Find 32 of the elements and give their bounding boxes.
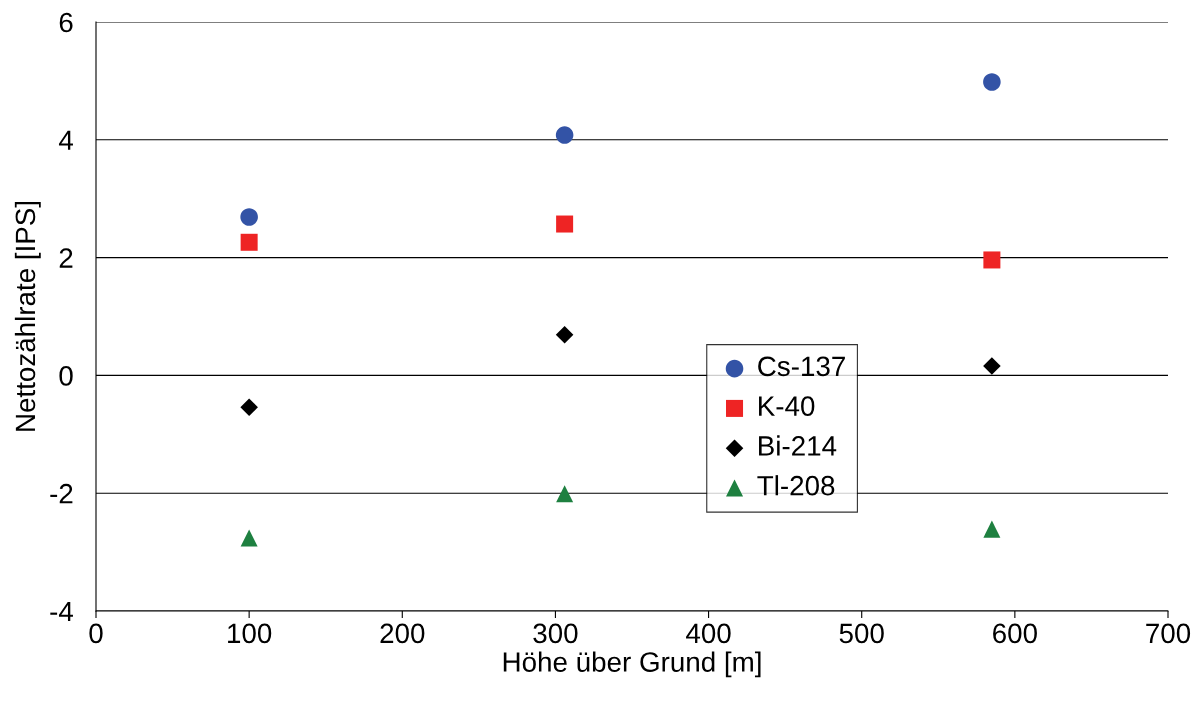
x-axis-title: Höhe über Grund [m]	[503, 651, 761, 678]
x-tick-label: 500	[839, 623, 884, 644]
y-tick-label: 4	[58, 130, 73, 150]
y-tick-label: 2	[59, 248, 73, 268]
x-tick-label: 400	[686, 623, 731, 644]
legend-label: Bi-214	[759, 435, 837, 456]
y-tick-label: -4	[50, 601, 73, 622]
point	[556, 485, 574, 503]
point	[240, 398, 258, 416]
point	[555, 126, 574, 144]
legend-label: Tl-208	[757, 475, 835, 496]
x-tick-label: 0	[89, 623, 103, 644]
point	[240, 233, 258, 251]
x-tick-label: 700	[1146, 623, 1191, 644]
point	[983, 251, 1001, 269]
x-tick-label: 200	[380, 623, 425, 644]
legend-label: Cs-137	[758, 356, 845, 377]
x-tick-label: 100	[228, 623, 272, 644]
point	[983, 520, 1001, 538]
point	[556, 215, 574, 233]
y-tick-label: 6	[59, 12, 73, 33]
point	[555, 325, 574, 344]
y-tick-label: -2	[50, 483, 73, 504]
point	[240, 208, 258, 226]
y-tick-label: 0	[59, 366, 73, 386]
point	[983, 73, 1001, 91]
x-tick-label: 300	[533, 623, 578, 644]
x-tick-label: 600	[993, 623, 1037, 644]
point	[240, 529, 258, 547]
point	[983, 357, 1001, 375]
legend-label: K-40	[759, 396, 815, 416]
y-axis-title: Nettozählrate [IPS]	[14, 201, 41, 431]
